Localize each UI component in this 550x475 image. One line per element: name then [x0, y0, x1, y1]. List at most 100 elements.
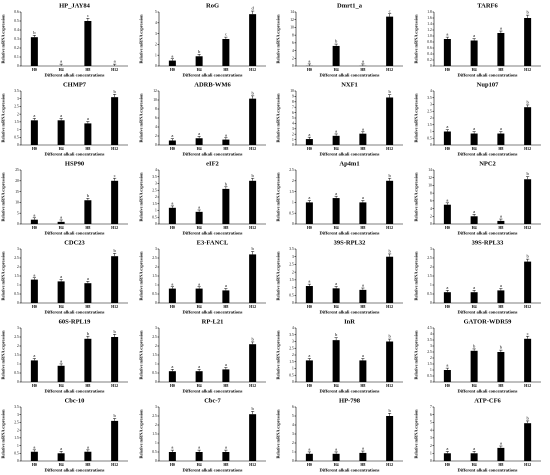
bar: [359, 452, 367, 461]
y-tick-label: 0.8: [427, 40, 432, 44]
significance-letter: a: [60, 113, 62, 118]
category-label: H4: [471, 67, 476, 72]
category-label: H4: [471, 146, 476, 151]
significance-letter: a: [362, 59, 364, 64]
bar: [386, 180, 394, 224]
chart-title: NXF1: [341, 82, 358, 89]
chart-title: GATOR-WDR59: [463, 319, 512, 326]
y-axis-label: Relative mRNA expression: [276, 172, 281, 222]
category-label: H8: [85, 225, 90, 230]
y-tick-label: 2.5: [152, 335, 157, 339]
category-label: H8: [498, 67, 503, 72]
significance-letter: a: [335, 447, 337, 452]
y-tick-label: 0: [17, 380, 19, 384]
category-label: H0: [169, 225, 174, 230]
chart-title: ADRB-WM6: [194, 82, 231, 89]
category-label: H4: [196, 225, 201, 230]
y-tick-label: 1.5: [14, 436, 19, 440]
bar: [30, 451, 38, 461]
y-tick-label: 10: [290, 26, 294, 30]
y-tick-label: 2.5: [152, 188, 157, 192]
y-axis-label: Relative mRNA expression: [138, 409, 143, 459]
category-label: H12: [386, 225, 393, 230]
chart-panel: InR Relative mRNA expression Different alk…: [275, 317, 412, 396]
y-axis-label: Relative mRNA expression: [138, 330, 143, 380]
y-tick-label: 2.5: [289, 168, 294, 172]
significance-letter: a: [171, 445, 173, 450]
y-tick-label: 3: [292, 127, 294, 131]
significance-letter: a: [33, 444, 35, 449]
bar: [443, 453, 451, 461]
chart-panel: Cbc-10 Relative mRNA expression Different …: [0, 396, 137, 475]
significance-letter: a: [224, 445, 226, 450]
x-axis-label: Different alkali concentrations: [45, 231, 105, 236]
bar: [30, 37, 38, 66]
y-axis-label: Relative mRNA expression: [413, 14, 418, 64]
bar: [470, 133, 478, 145]
category-label: H0: [32, 225, 37, 230]
category-label: H8: [498, 146, 503, 151]
y-tick-label: 14: [428, 168, 432, 172]
significance-letter: b: [526, 254, 529, 259]
y-tick-label: 3: [155, 32, 157, 36]
y-tick-label: 10: [153, 98, 157, 102]
chart-panel: E3-FANCL Relative mRNA expression Differen…: [138, 238, 275, 317]
category-label: H4: [471, 225, 476, 230]
significance-letter: a: [308, 59, 310, 64]
y-tick-label: 0: [155, 222, 157, 226]
y-axis-label: Relative mRNA expression: [1, 330, 6, 380]
y-tick-label: 0.5: [152, 371, 157, 375]
bar: [111, 97, 119, 145]
bar-chart: InR Relative mRNA expression Different alk…: [276, 319, 403, 394]
category-label: H0: [307, 67, 312, 72]
category-label: H8: [223, 225, 228, 230]
bar: [443, 292, 451, 303]
significance-letter: a: [198, 131, 200, 136]
y-tick-label: 2.5: [152, 414, 157, 418]
y-tick-label: 0: [430, 301, 432, 305]
y-tick-label: 0: [430, 459, 432, 463]
bar-chart: HP_JAY84 Relative mRNA expression Differen…: [1, 3, 128, 78]
category-label: H4: [196, 304, 201, 309]
significance-letter: a: [87, 276, 89, 281]
bar-chart: RoG Relative mRNA expression Different alk…: [138, 3, 266, 78]
bar: [386, 256, 394, 303]
y-axis-label: Relative mRNA expression: [1, 172, 6, 222]
category-label: H8: [498, 383, 503, 388]
significance-letter: a: [335, 191, 337, 196]
y-tick-label: 3.5: [289, 333, 294, 337]
category-label: H0: [307, 225, 312, 230]
y-tick-label: 2: [292, 179, 294, 183]
x-axis-label: Different alkali concentrations: [320, 73, 380, 78]
x-axis-label: Different alkali concentrations: [45, 152, 105, 157]
bar: [496, 352, 504, 382]
y-axis-label: Relative mRNA expression: [276, 409, 281, 459]
significance-letter: c: [114, 173, 116, 178]
category-label: H8: [223, 383, 228, 388]
chart-title: ATP-CF6: [474, 398, 501, 405]
y-tick-label: 0: [292, 459, 294, 463]
y-tick-label: 3.5: [427, 338, 432, 342]
significance-letter: a: [499, 214, 501, 219]
category-label: H12: [524, 462, 531, 467]
y-axis-label: Relative mRNA expression: [413, 409, 418, 459]
y-tick-label: 9: [292, 95, 294, 99]
significance-letter: a: [198, 445, 200, 450]
y-tick-label: 3: [292, 255, 294, 259]
x-axis-label: Different alkali concentrations: [320, 468, 380, 473]
bar: [84, 21, 92, 66]
y-tick-label: 2.5: [14, 256, 19, 260]
y-tick-label: 2: [292, 353, 294, 357]
x-axis-label: Different alkali concentrations: [182, 152, 242, 157]
y-tick-label: 4: [155, 21, 157, 25]
significance-letter: b: [388, 408, 391, 413]
chart-panel: HSP90 Relative mRNA expression Different a…: [0, 159, 137, 238]
significance-letter: a: [224, 362, 226, 367]
y-tick-label: 1.5: [289, 278, 294, 282]
chart-panel: Nup107 Relative mRNA expression Different …: [413, 80, 550, 159]
chart-panel: ADRB-WM6 Relative mRNA expression Differen…: [138, 80, 275, 159]
y-tick-label: 3: [17, 326, 19, 330]
bar: [111, 180, 119, 224]
y-tick-label: 6: [292, 111, 294, 115]
category-label: H12: [524, 146, 531, 151]
